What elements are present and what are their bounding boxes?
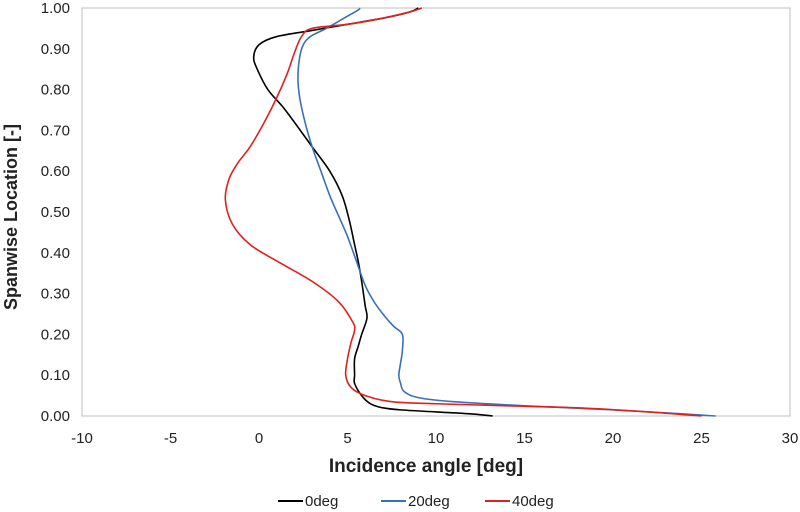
x-tick-label: 15 (516, 430, 533, 447)
y-tick-label: 1.00 (41, 0, 70, 17)
series-line-40deg (224, 7, 702, 417)
x-axis: -10 -5 0 5 10 15 20 25 30 (71, 430, 798, 447)
y-axis-title: Spanwise Location [-] (1, 124, 21, 310)
legend-label: 40deg (512, 493, 554, 510)
y-tick-label: 0.40 (41, 245, 70, 262)
y-tick-label: 0.60 (41, 163, 70, 180)
x-axis-title: Incidence angle [deg] (329, 456, 523, 477)
y-tick-label: 0.20 (41, 326, 70, 343)
y-axis: 0.00 0.10 0.20 0.30 0.40 0.50 0.60 0.70 0.80 0.90… (41, 0, 70, 425)
x-tick-label: 5 (343, 430, 351, 447)
x-tick-label: 20 (605, 430, 622, 447)
y-tick-label: 0.70 (41, 122, 70, 139)
series-layer (224, 7, 716, 417)
legend-label: 20deg (408, 493, 450, 510)
y-tick-label: 0.50 (41, 204, 70, 221)
x-tick-label: -10 (71, 430, 93, 447)
y-tick-label: 0.10 (41, 367, 70, 384)
x-tick-label: 10 (428, 430, 445, 447)
plot-border (81, 7, 791, 417)
y-tick-label: 0.30 (41, 286, 70, 303)
y-tick-label: 0.00 (41, 408, 70, 425)
x-tick-label: 30 (782, 430, 799, 447)
series-line-0deg (252, 7, 493, 417)
y-tick-label: 0.80 (41, 82, 70, 99)
legend-label: 0deg (305, 493, 338, 510)
x-tick-label: -5 (164, 430, 177, 447)
legend: 0deg 20deg 40deg (278, 493, 554, 510)
plot-area (81, 7, 791, 417)
y-tick-label: 0.90 (41, 41, 70, 58)
series-line-20deg (297, 7, 716, 417)
x-tick-label: 0 (255, 430, 263, 447)
x-tick-label: 25 (693, 430, 710, 447)
